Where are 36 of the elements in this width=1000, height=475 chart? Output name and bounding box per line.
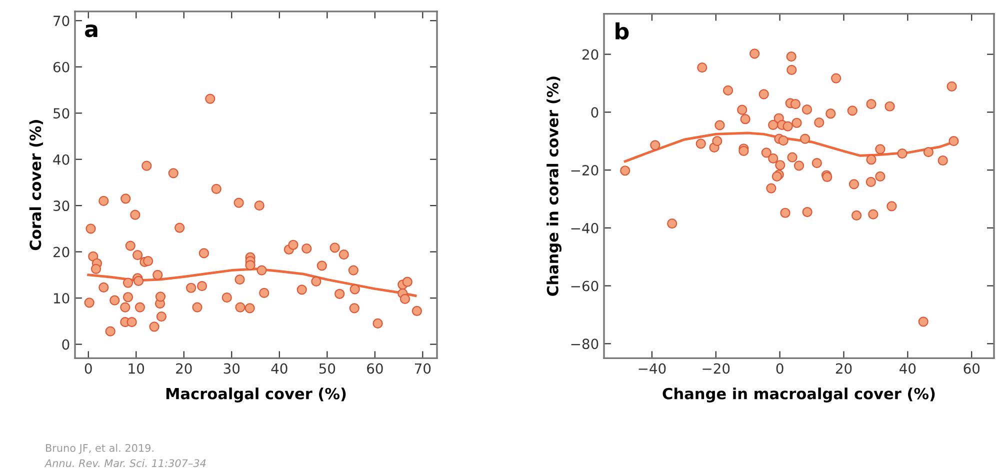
x-tick-label: 40 (900, 363, 916, 374)
text: Bruno JF, et al. 2019. (46, 444, 154, 454)
y-tick-label: −20 (571, 165, 598, 176)
y-tick-label: 60 (53, 62, 70, 72)
x-tick-label: 60 (367, 363, 383, 374)
x-tick-label: 30 (224, 363, 240, 374)
text: Annu. Rev. Mar. Sci. 11:307–34 (44, 459, 206, 468)
x-tick-label: 0 (84, 363, 92, 374)
x-tick-label: −20 (702, 363, 730, 374)
y-tick-label: 20 (582, 49, 598, 60)
y-tick-label: −60 (571, 280, 598, 292)
y-tick-label: 50 (54, 108, 70, 119)
y-tick-label: 0 (591, 107, 598, 118)
x-tick-label: 40 (271, 363, 288, 374)
y-tick-label: 0 (62, 339, 70, 350)
x-axis-title: Macroalgal cover (%) (166, 388, 346, 402)
x-tick-label: 20 (176, 363, 192, 374)
y-tick-label: 70 (54, 16, 70, 26)
x-tick-label: 10 (128, 363, 144, 374)
y-tick-label: 20 (53, 246, 70, 258)
x-tick-label: 50 (319, 363, 336, 374)
x-tick-label: 70 (414, 363, 431, 374)
y-axis-title: Change in coral cover (%) (546, 76, 562, 296)
y-axis-title: Coral cover (%) (29, 120, 43, 250)
x-tick-label: −40 (638, 363, 666, 374)
y-tick-label: 40 (53, 154, 70, 165)
x-axis-title: Change in macroalgal cover (%) (662, 388, 935, 402)
annotation: b (616, 22, 629, 40)
y-tick-label: 30 (54, 200, 70, 212)
y-tick-label: −80 (571, 338, 598, 350)
x-tick-label: 0 (776, 363, 784, 374)
x-tick-label: 60 (964, 363, 980, 374)
annotation: a (85, 24, 98, 38)
y-tick-label: 10 (54, 293, 70, 304)
x-tick-label: 20 (836, 363, 852, 374)
y-tick-label: −40 (571, 222, 598, 234)
